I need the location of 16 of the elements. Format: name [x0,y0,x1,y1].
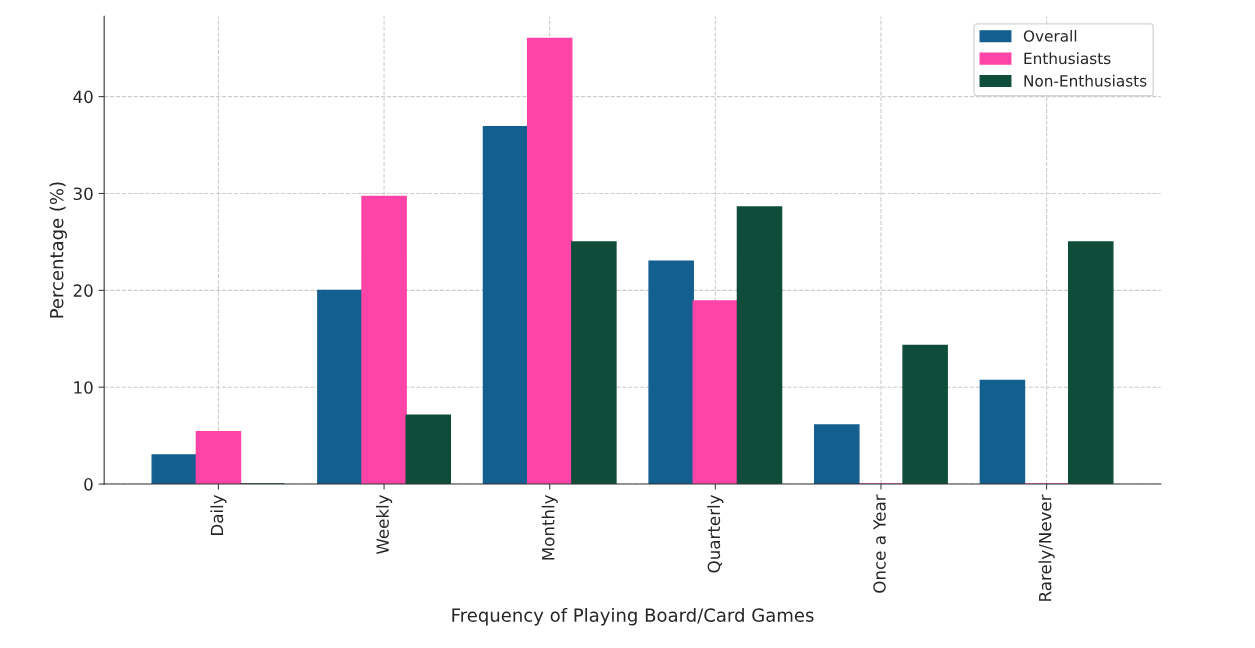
y-tick-label: 0 [84,478,93,491]
x-tick-label: Monthly [541,494,558,560]
y-tick-label: 10 [74,381,93,394]
x-tick-label: Daily [210,494,227,536]
y-tick-label: 40 [73,90,93,104]
x-tick-label: Once a Year [873,494,886,593]
y-axis-title: Percentage (%) [49,182,67,318]
x-tick-label: Rarely/Never [1038,494,1055,601]
legend-label: Overall [1023,29,1077,42]
x-axis-title: Frequency of Playing Board/Card Games [452,607,814,626]
legend-label: Enthusiasts [1024,52,1111,65]
y-tick-label: 30 [73,187,93,201]
x-tick-label: Weekly [376,494,393,555]
y-tick-label: 20 [73,284,93,297]
legend-label: Non-Enthusiasts [1024,74,1147,87]
x-tick-label: Quarterly [707,494,724,573]
